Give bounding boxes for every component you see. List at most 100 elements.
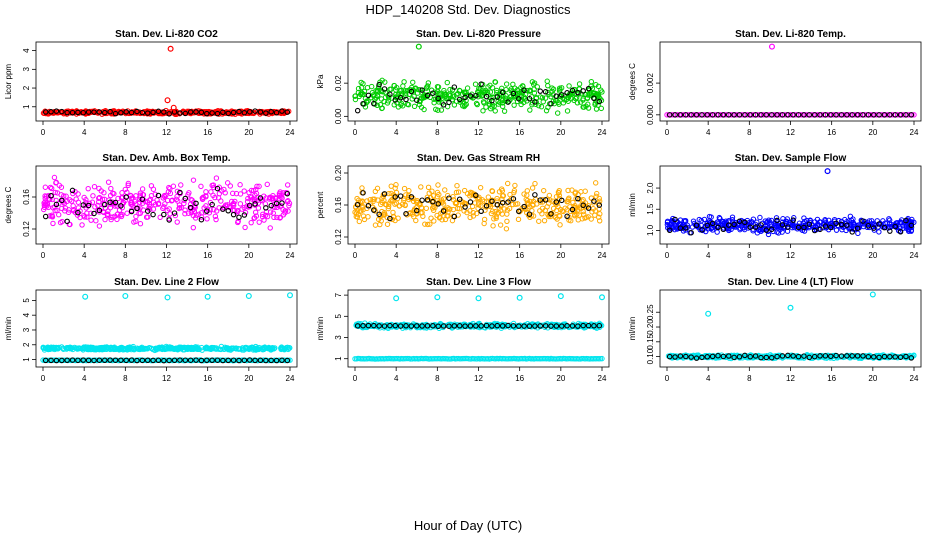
reference-point (387, 91, 393, 98)
y-axis-label: ml/min (628, 193, 637, 217)
reference-point (381, 191, 388, 197)
x-tick-label: 16 (827, 251, 836, 260)
data-point (355, 85, 362, 92)
reference-point (403, 210, 409, 217)
reference-point (870, 354, 877, 360)
data-point (774, 229, 780, 235)
data-point (356, 218, 362, 225)
data-point (731, 352, 737, 358)
data-point (159, 344, 165, 351)
data-point (244, 203, 250, 210)
data-point (444, 79, 450, 86)
data-point (375, 197, 381, 203)
data-point (96, 195, 102, 201)
data-point (572, 211, 578, 218)
data-point (729, 217, 736, 223)
data-point (453, 189, 460, 196)
reference-point (516, 208, 522, 215)
data-point (855, 230, 861, 237)
data-point (213, 216, 219, 223)
panel-title: Stan. Dev. Li-820 Pressure (416, 29, 541, 40)
reference-point (134, 205, 140, 212)
reference-point (107, 199, 113, 205)
reference-point (193, 357, 199, 363)
reference-point (155, 192, 162, 199)
data-point (141, 346, 148, 352)
x-tick-label: 20 (556, 251, 565, 260)
data-point (833, 227, 840, 233)
reference-point (413, 97, 420, 103)
reference-point (478, 208, 484, 215)
reference-point (246, 109, 253, 115)
plot-frame (659, 165, 922, 245)
reference-point (489, 198, 495, 205)
data-point (518, 101, 524, 108)
data-point (461, 187, 468, 194)
reference-point (774, 112, 780, 118)
data-point (230, 190, 236, 197)
data-point (553, 201, 559, 208)
x-tick-label: 8 (435, 128, 440, 137)
data-point (477, 184, 484, 191)
data-point (592, 180, 599, 186)
data-point (400, 103, 406, 109)
data-point (120, 200, 127, 206)
data-point (757, 214, 763, 221)
y-axis-label: ml/min (4, 317, 13, 341)
data-point (456, 205, 463, 212)
data-point (449, 96, 456, 103)
reference-point (85, 202, 92, 209)
panel-title: Stan. Dev. Amb. Box Temp. (102, 153, 230, 164)
data-point (255, 205, 262, 211)
y-tick-label: 0.16 (334, 197, 343, 213)
data-point (759, 227, 766, 233)
data-point (59, 205, 65, 212)
reference-point (849, 353, 855, 359)
reference-point (903, 112, 909, 118)
reference-point (268, 202, 274, 209)
data-point (248, 219, 254, 226)
x-tick-label: 12 (474, 251, 483, 260)
data-point (554, 110, 561, 116)
reference-point (908, 112, 915, 118)
reference-point (828, 112, 834, 118)
reference-point (763, 112, 770, 118)
reference-point (709, 353, 716, 360)
data-point (198, 210, 205, 216)
reference-point (811, 353, 818, 360)
data-point (89, 199, 96, 205)
reference-point (489, 97, 495, 104)
x-tick-label: 8 (435, 251, 440, 260)
data-point (241, 204, 247, 211)
reference-point (376, 211, 382, 218)
reference-point (532, 323, 538, 329)
reference-point (699, 112, 705, 118)
data-point (77, 345, 84, 352)
reference-point (376, 323, 382, 329)
reference-point (892, 223, 898, 230)
reference-point (768, 354, 775, 361)
reference-point (107, 108, 113, 115)
data-point (428, 215, 434, 221)
data-point (379, 105, 385, 112)
reference-point (230, 357, 237, 363)
y-tick-label: 2.0 (646, 182, 655, 194)
reference-point (91, 109, 97, 115)
data-point (270, 210, 277, 216)
data-point (548, 213, 554, 220)
data-point (401, 79, 407, 85)
data-point (451, 102, 458, 108)
data-point (405, 102, 412, 108)
reference-point (865, 354, 872, 360)
reference-point (273, 357, 280, 364)
reference-point (483, 93, 490, 100)
reference-point (677, 112, 684, 118)
data-point (49, 213, 55, 220)
reference-point (510, 196, 517, 202)
data-point (147, 196, 154, 203)
data-point (56, 200, 62, 207)
reference-point (537, 88, 543, 94)
reference-point (731, 221, 737, 228)
data-point (900, 354, 907, 360)
data-point (729, 214, 736, 220)
